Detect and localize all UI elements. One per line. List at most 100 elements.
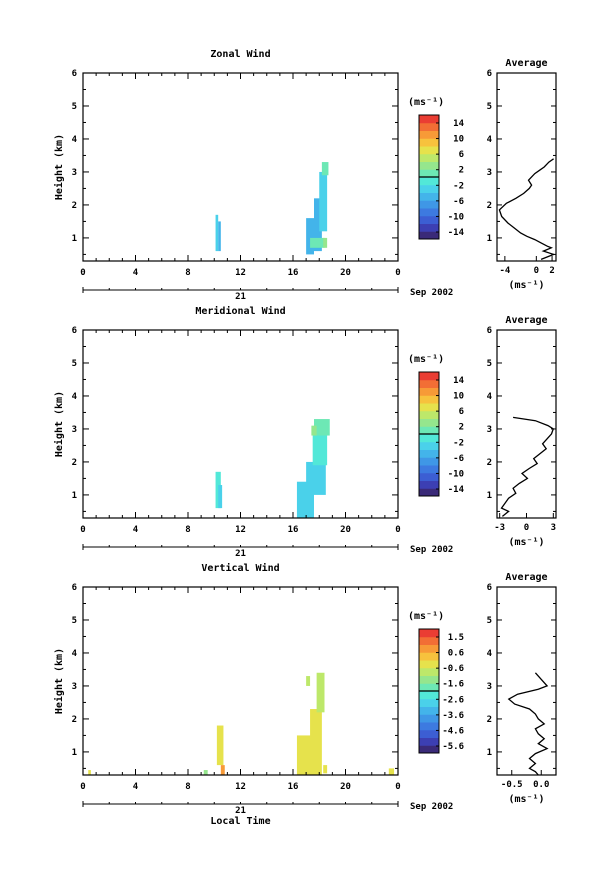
panel1-colorbar-swatch-7: [419, 177, 439, 186]
panel1-average-xlabel: (ms⁻¹): [508, 280, 544, 291]
panel3-average-title: Average: [505, 572, 547, 583]
panel2-colorbar-swatch-0: [419, 488, 439, 497]
panel1-data-cell-5: [321, 162, 329, 176]
panel2-average-title: Average: [505, 315, 547, 326]
panel3-colorbar-label-3: -1.6: [442, 680, 464, 690]
panel3-average-xtick-label-1: 0.0: [533, 780, 549, 790]
panel1-ylabel: Height (km): [53, 134, 65, 200]
panel1-colorbar-label-0: 14: [453, 119, 464, 129]
panel2-average-xlabel: (ms⁻¹): [508, 537, 544, 548]
panel1-colorbar-label-2: 6: [459, 150, 464, 160]
panel3-data-cell-1: [203, 770, 208, 775]
panel3-ytick-label-2: 4: [72, 649, 78, 659]
panel3-ytick-label-1: 5: [72, 616, 77, 626]
panel2-colorbar-label-0: 14: [453, 376, 464, 386]
panel3-plot-frame: [82, 586, 399, 776]
panel1-data-cell-2: [306, 218, 314, 255]
panel2-ylabel: Height (km): [53, 391, 65, 457]
panel1-xtick-label-0: 0: [80, 268, 85, 278]
panel1-average-ytick-label-4: 2: [487, 201, 492, 211]
panel2-xtick-label-1: 4: [133, 525, 139, 535]
panel2-average-ytick-label-5: 1: [487, 491, 492, 501]
panel1-colorbar-swatch-4: [419, 200, 439, 209]
panel1-average-xtick-label-2: 2: [549, 266, 554, 276]
panel3-average-ytick-label-4: 2: [487, 715, 492, 725]
panel1-colorbar-swatch-12: [419, 138, 439, 147]
panel2-title: Meridional Wind: [195, 305, 285, 317]
panel3-data-cell-9: [388, 768, 395, 775]
panel3-colorbar-swatch-2: [419, 729, 439, 738]
panel1-average-ytick-label-3: 3: [487, 168, 492, 178]
panel2-average-ytick-label-4: 2: [487, 458, 492, 468]
panel2-data-cell-3: [306, 461, 326, 495]
panel2-average-frame: [496, 329, 557, 519]
panel2-xtick-label-2: 8: [185, 525, 190, 535]
panel1-average-frame: [496, 72, 557, 262]
panel1-colorbar-swatch-1: [419, 223, 439, 232]
panel3-average-ytick-label-1: 5: [487, 616, 492, 626]
panel2-ytick-label-4: 2: [72, 458, 77, 468]
panel3-colorbar-unit: (ms⁻¹): [408, 611, 444, 622]
panel2-colorbar-swatch-8: [419, 426, 439, 435]
panel3-data-cell-4: [296, 735, 312, 775]
panel1-colorbar-swatch-13: [419, 130, 439, 139]
panel3-title: Vertical Wind: [201, 562, 279, 574]
panel1-data-cell-6: [310, 237, 325, 248]
panel2-colorbar-swatch-15: [419, 372, 439, 381]
panel1-colorbar-unit: (ms⁻¹): [408, 97, 444, 108]
panel1-data-cell-3: [314, 198, 322, 252]
panel2-average-profile-line: [500, 416, 555, 517]
panel3-xtick-label-0: 0: [80, 782, 85, 792]
panel1-colorbar-swatch-14: [419, 122, 439, 131]
panel3-colorbar-swatch-10: [419, 667, 439, 676]
panel2-average-ytick-label-1: 5: [487, 359, 492, 369]
panel2-xtick-label-4: 16: [288, 525, 299, 535]
panel3-ytick-label-3: 3: [72, 682, 77, 692]
panel2-colorbar-swatch-1: [419, 480, 439, 489]
panel3-ytick-label-0: 6: [72, 583, 77, 593]
panel3-colorbar-swatch-0: [419, 745, 439, 754]
panel3-average-xtick-label-0: -0.5: [501, 780, 523, 790]
panel2-colorbar-label-4: -2: [453, 438, 464, 448]
panel2-average-xtick-label-2: 3: [551, 523, 556, 533]
panel2-colorbar-unit: (ms⁻¹): [408, 354, 444, 365]
panel3-data-cell-2: [216, 725, 224, 766]
panel2-colorbar-swatch-9: [419, 418, 439, 427]
panel1-average-profile-line: [498, 158, 556, 261]
panel3-colorbar-swatch-15: [419, 629, 439, 638]
panel2-colorbar-swatch-2: [419, 472, 439, 481]
panel2-ytick-label-1: 5: [72, 359, 77, 369]
panel3-xtick-label-1: 4: [133, 782, 139, 792]
panel1-colorbar-frame: [418, 114, 440, 240]
panel1-xtick-label-6: 0: [395, 268, 400, 278]
panel3-average-ytick-label-0: 6: [487, 583, 492, 593]
panel1-colorbar-swatch-10: [419, 153, 439, 162]
panel3-data-cell-5: [310, 709, 322, 775]
panel2-ytick-label-2: 4: [72, 392, 78, 402]
panel2-average-ytick-label-2: 4: [487, 392, 493, 402]
panel1-colorbar-swatch-8: [419, 169, 439, 178]
panel3-xtick-label-6: 0: [395, 782, 400, 792]
panel1-xtick-label-5: 20: [340, 268, 351, 278]
panel2-average-ytick-label-0: 6: [487, 326, 492, 336]
panel3-colorbar-label-0: 1.5: [448, 633, 464, 643]
panel2-date-day: 21: [235, 549, 246, 559]
panel2-colorbar-swatch-3: [419, 465, 439, 474]
panel1-data-cell-7: [323, 237, 328, 248]
panel2-ytick-label-3: 3: [72, 425, 77, 435]
panel3-ytick-label-5: 1: [72, 748, 77, 758]
panel2-colorbar-label-1: 10: [453, 392, 464, 402]
panel2-colorbar-label-5: -6: [453, 454, 464, 464]
panel1-title: Zonal Wind: [210, 48, 270, 60]
panel2-colorbar-swatch-12: [419, 395, 439, 404]
panel3-colorbar-swatch-4: [419, 714, 439, 723]
panel1-colorbar-swatch-9: [419, 161, 439, 170]
panel3-colorbar-swatch-5: [419, 706, 439, 715]
panel2-average-ytick-label-3: 3: [487, 425, 492, 435]
panel2-average-xtick-label-1: 0: [524, 523, 529, 533]
panel2-colorbar-label-7: -14: [448, 485, 465, 495]
panel1-average-xtick-label-1: 0: [534, 266, 539, 276]
panel2-data-cell-5: [314, 419, 330, 436]
panel3-colorbar-swatch-1: [419, 737, 439, 746]
